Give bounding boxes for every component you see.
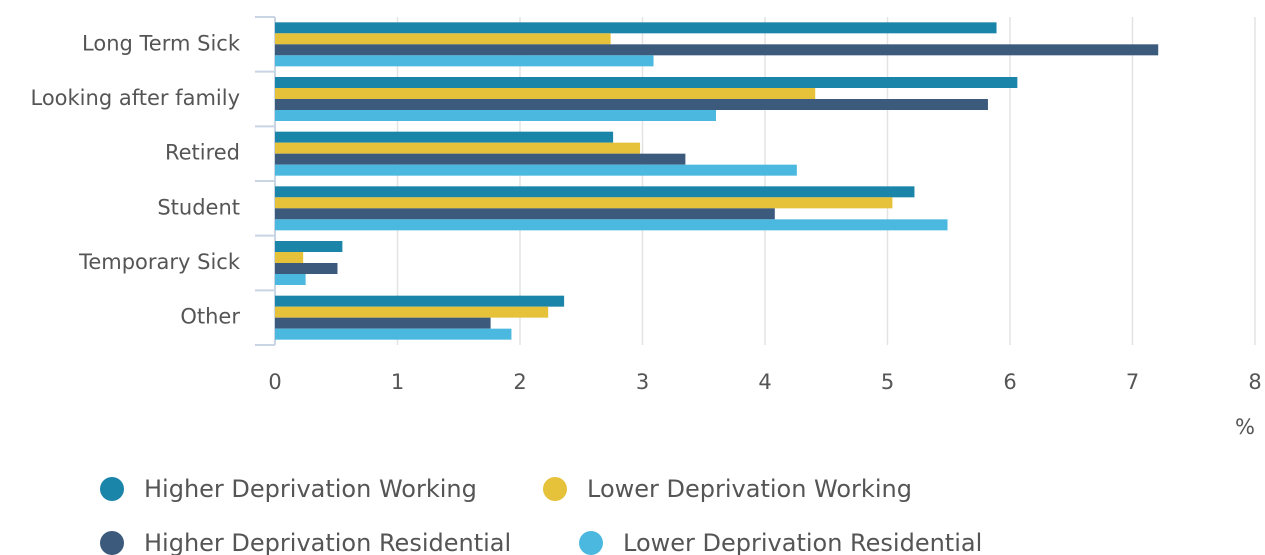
bar <box>275 295 565 307</box>
x-axis-label: % <box>1235 415 1255 439</box>
bar <box>275 252 304 263</box>
legend-label: Lower Deprivation Working <box>587 475 912 503</box>
x-tick-label: 4 <box>758 370 771 394</box>
x-tick-label: 5 <box>881 370 894 394</box>
x-tick-label: 8 <box>1248 370 1261 394</box>
bar <box>275 77 1018 88</box>
bar <box>275 44 1159 56</box>
bar <box>275 153 686 165</box>
legend-marker <box>579 531 603 555</box>
bar <box>275 197 893 209</box>
bar <box>275 306 549 318</box>
y-tick-label: Student <box>157 195 240 219</box>
y-tick-label: Retired <box>165 141 240 165</box>
bar <box>275 164 797 176</box>
bar <box>275 186 915 198</box>
bar <box>275 55 654 67</box>
bar <box>275 142 641 154</box>
x-tick-label: 7 <box>1126 370 1139 394</box>
bar <box>275 131 614 143</box>
legend-label: Lower Deprivation Residential <box>623 529 982 555</box>
legend-label: Higher Deprivation Residential <box>144 529 511 555</box>
legend-marker <box>543 477 567 501</box>
bar <box>275 99 988 110</box>
bar <box>275 33 611 45</box>
x-tick-label: 2 <box>513 370 526 394</box>
bar <box>275 110 716 121</box>
bar <box>275 241 343 252</box>
bar <box>275 219 948 231</box>
x-tick-label: 1 <box>391 370 404 394</box>
legend-marker <box>100 477 124 501</box>
bar <box>275 263 338 274</box>
legend-label: Higher Deprivation Working <box>144 475 477 503</box>
bar <box>275 317 491 329</box>
x-tick-label: 0 <box>268 370 281 394</box>
bar <box>275 208 775 220</box>
y-tick-label: Looking after family <box>30 86 240 110</box>
bar <box>275 274 306 285</box>
x-tick-label: 3 <box>636 370 649 394</box>
legend-marker <box>100 531 124 555</box>
y-tick-label: Long Term Sick <box>82 31 241 55</box>
x-tick-label: 6 <box>1003 370 1016 394</box>
bar <box>275 88 816 99</box>
bar <box>275 22 997 34</box>
y-tick-label: Temporary Sick <box>78 250 241 274</box>
y-tick-label: Other <box>180 305 240 329</box>
bar <box>275 328 512 340</box>
